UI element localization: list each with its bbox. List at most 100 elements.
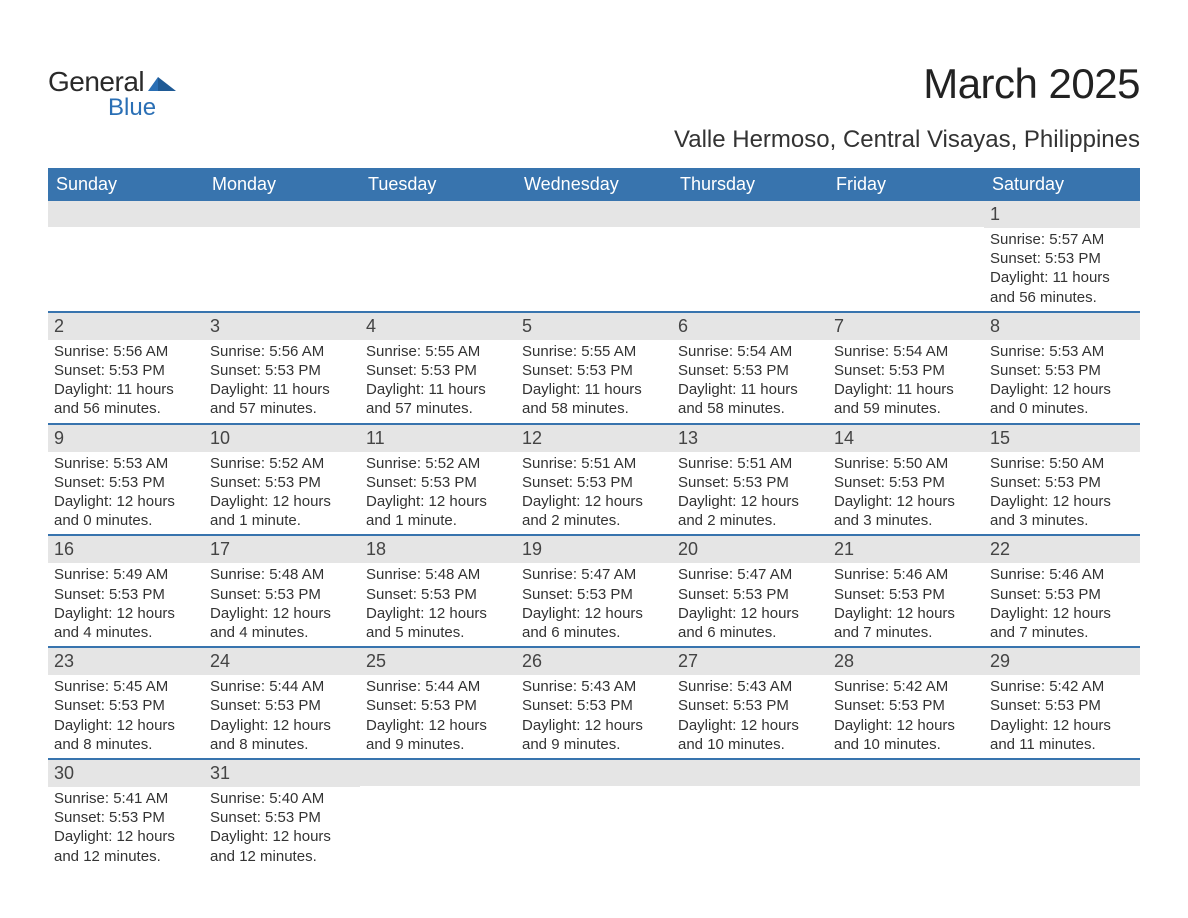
calendar-cell: 25Sunrise: 5:44 AMSunset: 5:53 PMDayligh… [360, 648, 516, 758]
daylight-text: Daylight: 12 hours [990, 380, 1134, 399]
daylight-text: Daylight: 12 hours [990, 492, 1134, 511]
daylight-text: Daylight: 12 hours [678, 492, 822, 511]
day-number [672, 201, 828, 227]
day-number: 18 [360, 536, 516, 563]
day-content [672, 227, 828, 233]
sunset-text: Sunset: 5:53 PM [210, 585, 354, 604]
daylight-text: and 5 minutes. [366, 623, 510, 642]
location-subtitle: Valle Hermoso, Central Visayas, Philippi… [674, 126, 1140, 154]
calendar-week-row: 23Sunrise: 5:45 AMSunset: 5:53 PMDayligh… [48, 648, 1140, 760]
day-number [672, 760, 828, 786]
day-content [984, 786, 1140, 792]
daylight-text: Daylight: 12 hours [834, 716, 978, 735]
sunset-text: Sunset: 5:53 PM [522, 585, 666, 604]
day-number: 6 [672, 313, 828, 340]
daylight-text: and 2 minutes. [522, 511, 666, 530]
calendar-cell [360, 760, 516, 870]
day-header: Sunday [48, 168, 204, 201]
day-number [516, 201, 672, 227]
day-content: Sunrise: 5:55 AMSunset: 5:53 PMDaylight:… [516, 340, 672, 423]
calendar-cell: 9Sunrise: 5:53 AMSunset: 5:53 PMDaylight… [48, 425, 204, 535]
daylight-text: Daylight: 12 hours [366, 492, 510, 511]
sunrise-text: Sunrise: 5:43 AM [522, 677, 666, 696]
sunrise-text: Sunrise: 5:48 AM [210, 565, 354, 584]
sunset-text: Sunset: 5:53 PM [210, 473, 354, 492]
day-number: 24 [204, 648, 360, 675]
calendar-cell: 22Sunrise: 5:46 AMSunset: 5:53 PMDayligh… [984, 536, 1140, 646]
calendar-cell [828, 201, 984, 311]
daylight-text: and 58 minutes. [678, 399, 822, 418]
day-number: 16 [48, 536, 204, 563]
daylight-text: Daylight: 12 hours [522, 492, 666, 511]
sunrise-text: Sunrise: 5:52 AM [210, 454, 354, 473]
day-number: 10 [204, 425, 360, 452]
day-number: 7 [828, 313, 984, 340]
daylight-text: Daylight: 12 hours [522, 604, 666, 623]
day-header: Tuesday [360, 168, 516, 201]
day-content [204, 227, 360, 233]
day-number: 19 [516, 536, 672, 563]
day-content: Sunrise: 5:46 AMSunset: 5:53 PMDaylight:… [828, 563, 984, 646]
sunrise-text: Sunrise: 5:56 AM [210, 342, 354, 361]
calendar-body: 1Sunrise: 5:57 AMSunset: 5:53 PMDaylight… [48, 201, 1140, 870]
calendar-cell: 5Sunrise: 5:55 AMSunset: 5:53 PMDaylight… [516, 313, 672, 423]
calendar-week-row: 16Sunrise: 5:49 AMSunset: 5:53 PMDayligh… [48, 536, 1140, 648]
sunrise-text: Sunrise: 5:54 AM [678, 342, 822, 361]
daylight-text: and 0 minutes. [54, 511, 198, 530]
sunset-text: Sunset: 5:53 PM [834, 696, 978, 715]
calendar-week-row: 9Sunrise: 5:53 AMSunset: 5:53 PMDaylight… [48, 425, 1140, 537]
day-number [984, 760, 1140, 786]
daylight-text: Daylight: 12 hours [678, 716, 822, 735]
day-content: Sunrise: 5:45 AMSunset: 5:53 PMDaylight:… [48, 675, 204, 758]
daylight-text: and 8 minutes. [210, 735, 354, 754]
day-number: 23 [48, 648, 204, 675]
sunset-text: Sunset: 5:53 PM [990, 249, 1134, 268]
sunset-text: Sunset: 5:53 PM [678, 473, 822, 492]
day-number: 4 [360, 313, 516, 340]
day-content: Sunrise: 5:47 AMSunset: 5:53 PMDaylight:… [672, 563, 828, 646]
daylight-text: and 2 minutes. [678, 511, 822, 530]
calendar-cell: 6Sunrise: 5:54 AMSunset: 5:53 PMDaylight… [672, 313, 828, 423]
daylight-text: Daylight: 12 hours [210, 827, 354, 846]
calendar-cell: 3Sunrise: 5:56 AMSunset: 5:53 PMDaylight… [204, 313, 360, 423]
daylight-text: and 0 minutes. [990, 399, 1134, 418]
sunset-text: Sunset: 5:53 PM [834, 361, 978, 380]
sunset-text: Sunset: 5:53 PM [54, 808, 198, 827]
day-number [516, 760, 672, 786]
daylight-text: Daylight: 12 hours [522, 716, 666, 735]
sunset-text: Sunset: 5:53 PM [834, 473, 978, 492]
sunrise-text: Sunrise: 5:54 AM [834, 342, 978, 361]
day-header: Thursday [672, 168, 828, 201]
calendar-cell [516, 760, 672, 870]
sunset-text: Sunset: 5:53 PM [678, 361, 822, 380]
day-number: 12 [516, 425, 672, 452]
sunset-text: Sunset: 5:53 PM [990, 585, 1134, 604]
daylight-text: Daylight: 12 hours [54, 604, 198, 623]
sunset-text: Sunset: 5:53 PM [522, 696, 666, 715]
calendar-cell [984, 760, 1140, 870]
day-number: 21 [828, 536, 984, 563]
sunrise-text: Sunrise: 5:47 AM [522, 565, 666, 584]
day-number: 27 [672, 648, 828, 675]
day-header: Wednesday [516, 168, 672, 201]
day-content: Sunrise: 5:44 AMSunset: 5:53 PMDaylight:… [360, 675, 516, 758]
brand-logo: General Blue [48, 66, 176, 122]
calendar-cell: 29Sunrise: 5:42 AMSunset: 5:53 PMDayligh… [984, 648, 1140, 758]
daylight-text: and 7 minutes. [834, 623, 978, 642]
sunrise-text: Sunrise: 5:50 AM [834, 454, 978, 473]
daylight-text: and 4 minutes. [54, 623, 198, 642]
calendar-cell: 24Sunrise: 5:44 AMSunset: 5:53 PMDayligh… [204, 648, 360, 758]
sunrise-text: Sunrise: 5:47 AM [678, 565, 822, 584]
daylight-text: and 1 minute. [210, 511, 354, 530]
day-number [360, 201, 516, 227]
calendar-cell: 16Sunrise: 5:49 AMSunset: 5:53 PMDayligh… [48, 536, 204, 646]
day-content: Sunrise: 5:44 AMSunset: 5:53 PMDaylight:… [204, 675, 360, 758]
day-number: 22 [984, 536, 1140, 563]
sunset-text: Sunset: 5:53 PM [366, 585, 510, 604]
brand-text-2: Blue [108, 94, 156, 122]
daylight-text: Daylight: 12 hours [210, 716, 354, 735]
daylight-text: Daylight: 12 hours [210, 492, 354, 511]
daylight-text: and 12 minutes. [54, 847, 198, 866]
day-header: Saturday [984, 168, 1140, 201]
sunset-text: Sunset: 5:53 PM [366, 361, 510, 380]
